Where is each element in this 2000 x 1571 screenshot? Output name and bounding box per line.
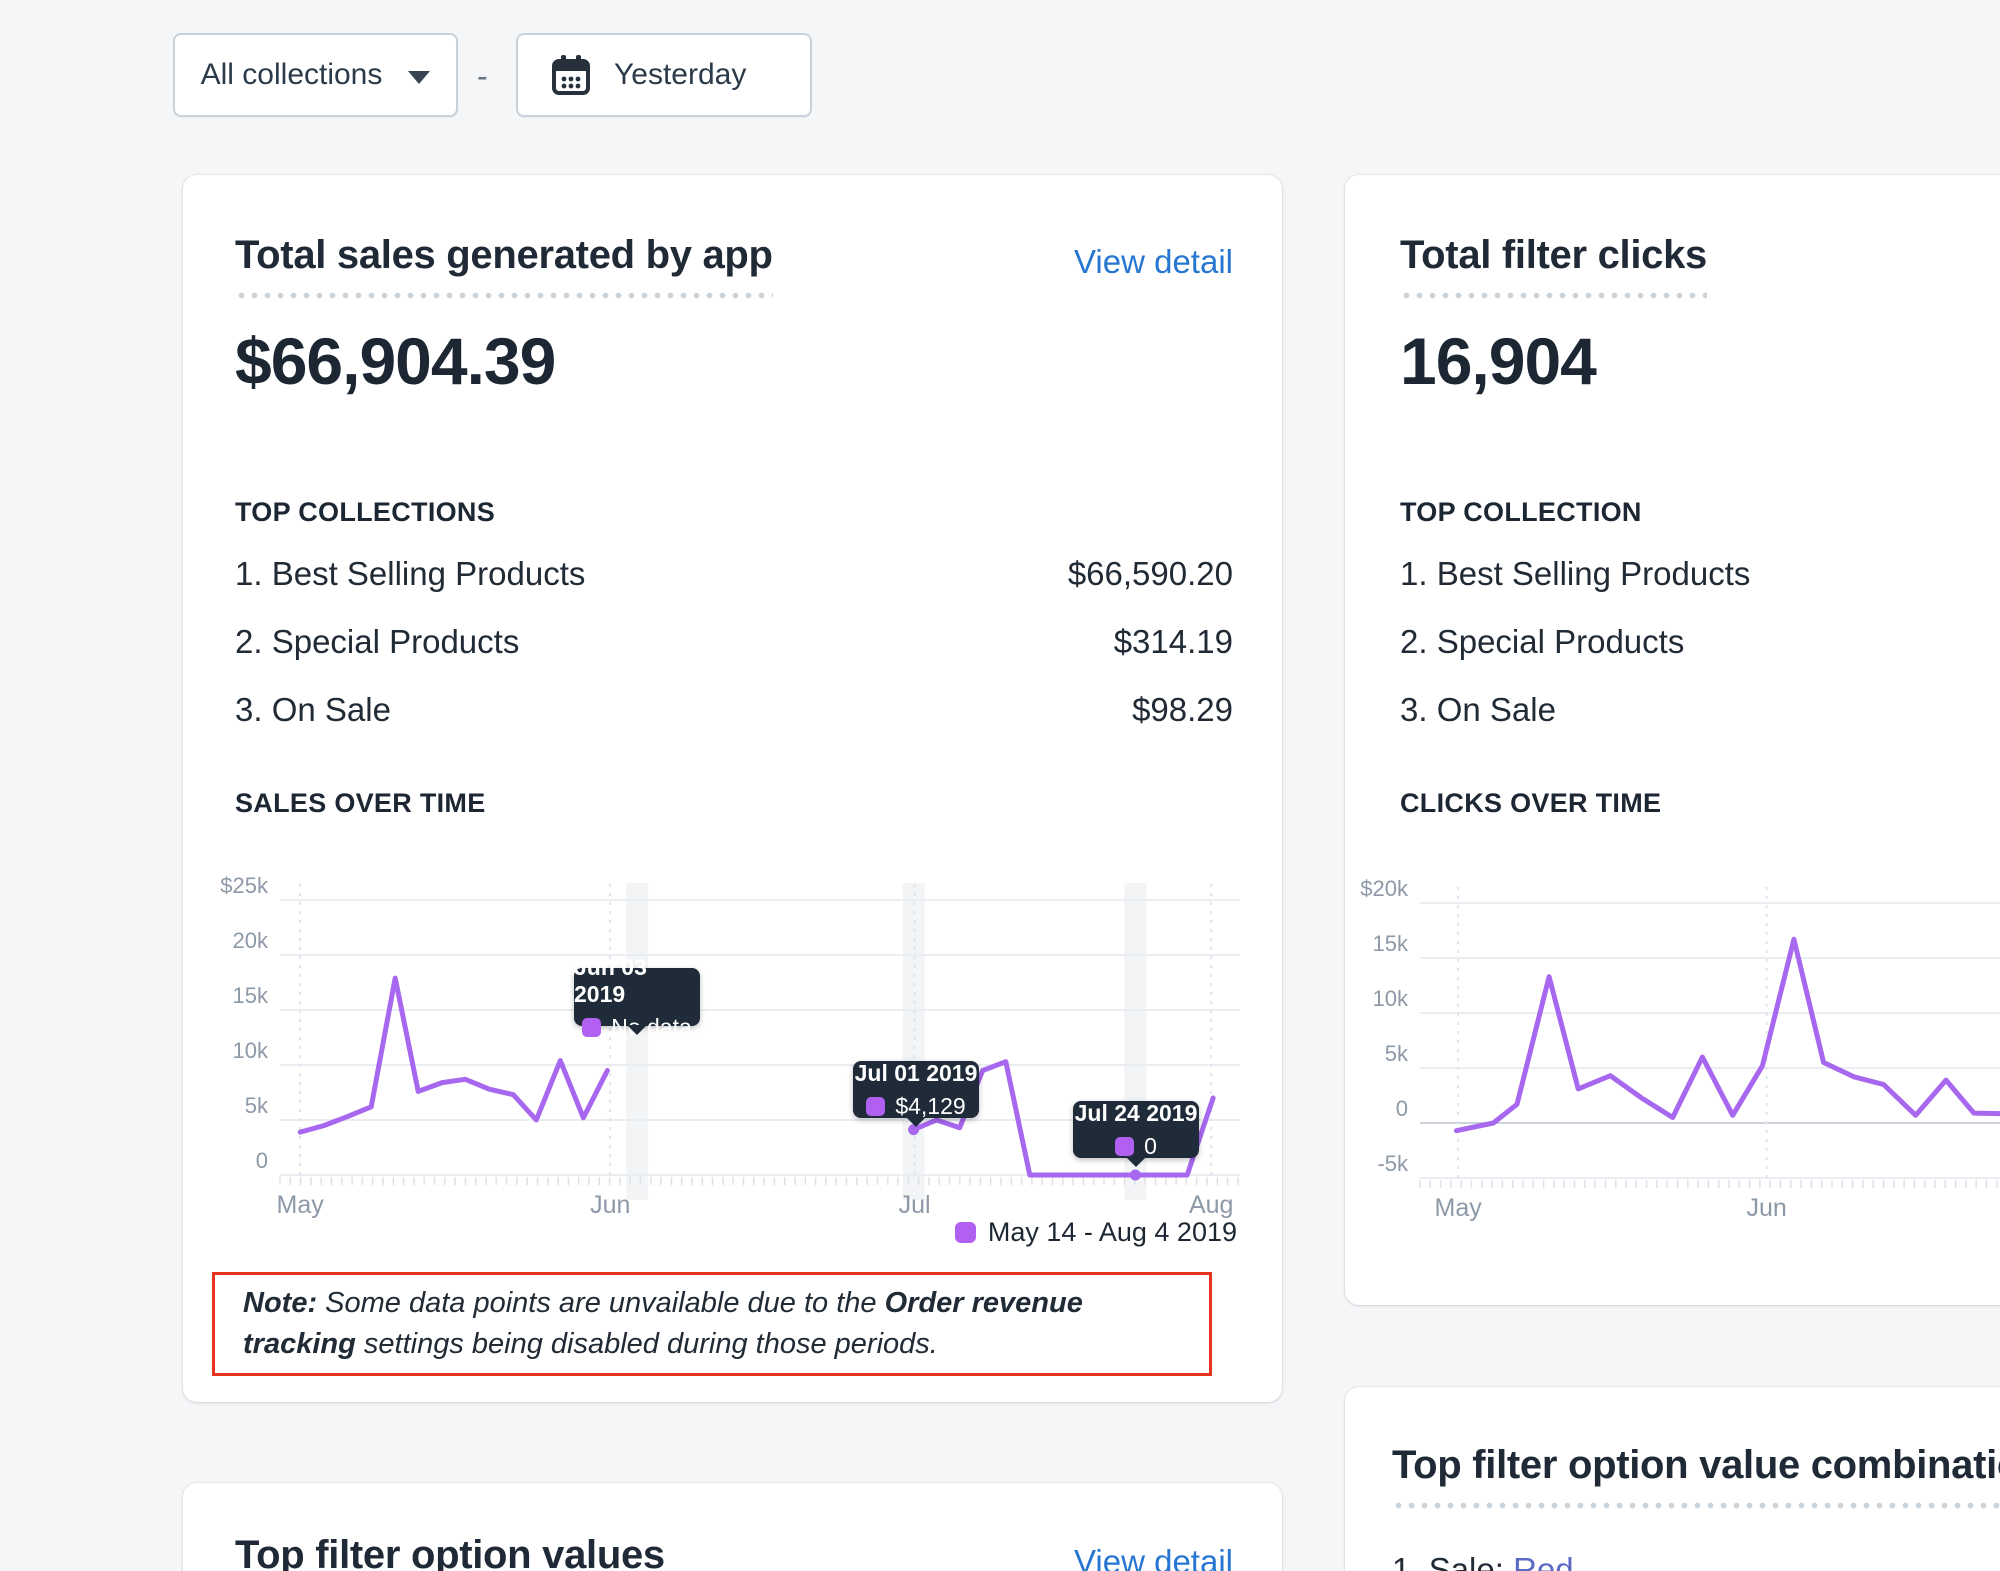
collection-name: 1. Best Selling Products bbox=[235, 555, 586, 592]
list-item: 3. On Sale $98.29 bbox=[235, 691, 1233, 729]
sales-view-detail-link[interactable]: View detail bbox=[1074, 243, 1233, 280]
tooltip-value: No data bbox=[611, 1013, 692, 1040]
filter-combinations-title-wrap: Top filter option value combinations bbox=[1392, 1443, 2000, 1509]
svg-text:$25k: $25k bbox=[220, 873, 269, 898]
combination-value-link[interactable]: Red bbox=[1513, 1551, 1574, 1571]
tracking-note-box: Note: Some data points are unvailable du… bbox=[212, 1272, 1212, 1376]
svg-text:0: 0 bbox=[256, 1148, 268, 1173]
collection-name: 1. Best Selling Products bbox=[1400, 555, 1751, 592]
svg-text:May: May bbox=[1435, 1194, 1483, 1222]
total-sales-card: Total sales generated by app View detail… bbox=[183, 175, 1282, 1402]
list-item: 1. Sale: Red bbox=[1392, 1551, 1976, 1571]
title-dotted-underline bbox=[1392, 1502, 2000, 1509]
sales-over-time-chart[interactable]: $25k 20k 15k 10k 5k 0 May Jun Jul Aug bbox=[213, 865, 1253, 1255]
collection-value: $66,590.20 bbox=[1067, 555, 1233, 592]
svg-text:-5k: -5k bbox=[1377, 1151, 1409, 1176]
collection-name: 2. Special Products bbox=[235, 623, 520, 660]
chart-legend: May 14 - Aug 4 2019 bbox=[954, 1217, 1237, 1248]
tooltip-date: Jun 03 2019 bbox=[574, 953, 647, 1007]
collection-value: $98.29 bbox=[1132, 691, 1233, 728]
collection-value: $314.19 bbox=[1113, 623, 1233, 660]
svg-text:May: May bbox=[277, 1191, 325, 1219]
list-item: 3. On Sale bbox=[1400, 691, 1976, 729]
collections-dropdown[interactable]: All collections bbox=[173, 33, 458, 117]
title-dotted-underline bbox=[1400, 292, 1707, 299]
tooltip-date: Jul 24 2019 bbox=[1074, 1099, 1198, 1126]
svg-text:20k: 20k bbox=[233, 928, 269, 953]
chart-tooltip: Jun 03 2019 No data bbox=[574, 954, 700, 1040]
svg-text:10k: 10k bbox=[233, 1038, 269, 1063]
series-swatch bbox=[866, 1096, 886, 1116]
tracking-note-text: Note: Some data points are unvailable du… bbox=[243, 1286, 1083, 1360]
svg-text:Jun: Jun bbox=[590, 1191, 630, 1219]
tooltip-date: Jul 01 2019 bbox=[854, 1059, 978, 1086]
list-item: 1. Best Selling Products $66,590.20 bbox=[235, 555, 1233, 593]
chart-tooltip: Jul 24 2019 0 bbox=[1073, 1099, 1199, 1167]
collection-name: 3. On Sale bbox=[1400, 691, 1556, 728]
svg-text:Jun: Jun bbox=[1746, 1194, 1786, 1222]
tooltip-value-row: 0 bbox=[1115, 1133, 1157, 1160]
svg-text:15k: 15k bbox=[1373, 931, 1409, 956]
total-sales-title: Total sales generated by app bbox=[235, 233, 773, 277]
combination-name: 1. Sale: Red bbox=[1392, 1551, 1574, 1571]
range-separator: - bbox=[477, 58, 488, 94]
svg-text:5k: 5k bbox=[245, 1093, 269, 1118]
list-item: 2. Special Products bbox=[1400, 623, 1976, 661]
chart-tooltip: Jul 01 2019 $4,129 bbox=[853, 1059, 979, 1127]
svg-text:10k: 10k bbox=[1373, 986, 1409, 1011]
tooltip-value-row: No data bbox=[582, 1014, 692, 1041]
tooltip-value: $4,129 bbox=[895, 1092, 966, 1119]
top-filter-combinations-card: Top filter option value combinations 1. … bbox=[1345, 1387, 2000, 1571]
filter-combinations-title: Top filter option value combinations bbox=[1392, 1443, 2000, 1487]
clicks-over-time-chart[interactable]: $20k 15k 10k 5k 0 -5k May Jun bbox=[1350, 865, 2000, 1255]
collections-dropdown-label: All collections bbox=[200, 58, 383, 91]
total-clicks-title-wrap: Total filter clicks bbox=[1400, 233, 1707, 299]
tooltip-value: 0 bbox=[1144, 1132, 1157, 1159]
chevron-down-icon bbox=[408, 70, 431, 84]
date-range-button[interactable]: Yesterday bbox=[516, 33, 812, 117]
svg-text:0: 0 bbox=[1396, 1096, 1408, 1121]
svg-text:$20k: $20k bbox=[1360, 876, 1409, 901]
total-sales-title-wrap: Total sales generated by app bbox=[235, 233, 773, 299]
collection-name: 2. Special Products bbox=[1400, 623, 1685, 660]
total-clicks-value: 16,904 bbox=[1400, 324, 1597, 398]
series-swatch bbox=[1115, 1136, 1135, 1156]
svg-text:15k: 15k bbox=[233, 983, 269, 1008]
list-item: 2. Special Products $314.19 bbox=[235, 623, 1233, 661]
list-item: 1. Best Selling Products bbox=[1400, 555, 1976, 593]
filter-values-title-wrap: Top filter option values bbox=[235, 1533, 665, 1571]
calendar-icon bbox=[552, 55, 590, 95]
clicks-chart-heading: CLICKS OVER TIME bbox=[1400, 788, 1662, 818]
collection-name: 3. On Sale bbox=[235, 691, 391, 728]
series-swatch bbox=[582, 1017, 602, 1037]
sales-chart-heading: SALES OVER TIME bbox=[235, 788, 486, 818]
top-collections-heading: TOP COLLECTIONS bbox=[235, 497, 496, 527]
svg-text:5k: 5k bbox=[1385, 1041, 1409, 1066]
total-clicks-card: Total filter clicks 16,904 TOP COLLECTIO… bbox=[1345, 175, 2000, 1305]
total-sales-value: $66,904.39 bbox=[235, 324, 556, 398]
filter-values-title: Top filter option values bbox=[235, 1533, 665, 1571]
svg-text:Aug: Aug bbox=[1189, 1191, 1233, 1219]
filter-values-view-detail-link[interactable]: View detail bbox=[1074, 1543, 1233, 1571]
top-collection-heading: TOP COLLECTION bbox=[1400, 497, 1642, 527]
legend-label: May 14 - Aug 4 2019 bbox=[987, 1217, 1237, 1247]
legend-swatch bbox=[954, 1222, 976, 1243]
title-dotted-underline bbox=[235, 292, 773, 299]
svg-text:Jul: Jul bbox=[899, 1191, 931, 1219]
date-range-label: Yesterday bbox=[614, 58, 747, 91]
top-filter-option-values-card: Top filter option values View detail bbox=[183, 1483, 1282, 1571]
total-clicks-title: Total filter clicks bbox=[1400, 233, 1707, 277]
tooltip-value-row: $4,129 bbox=[866, 1092, 966, 1120]
